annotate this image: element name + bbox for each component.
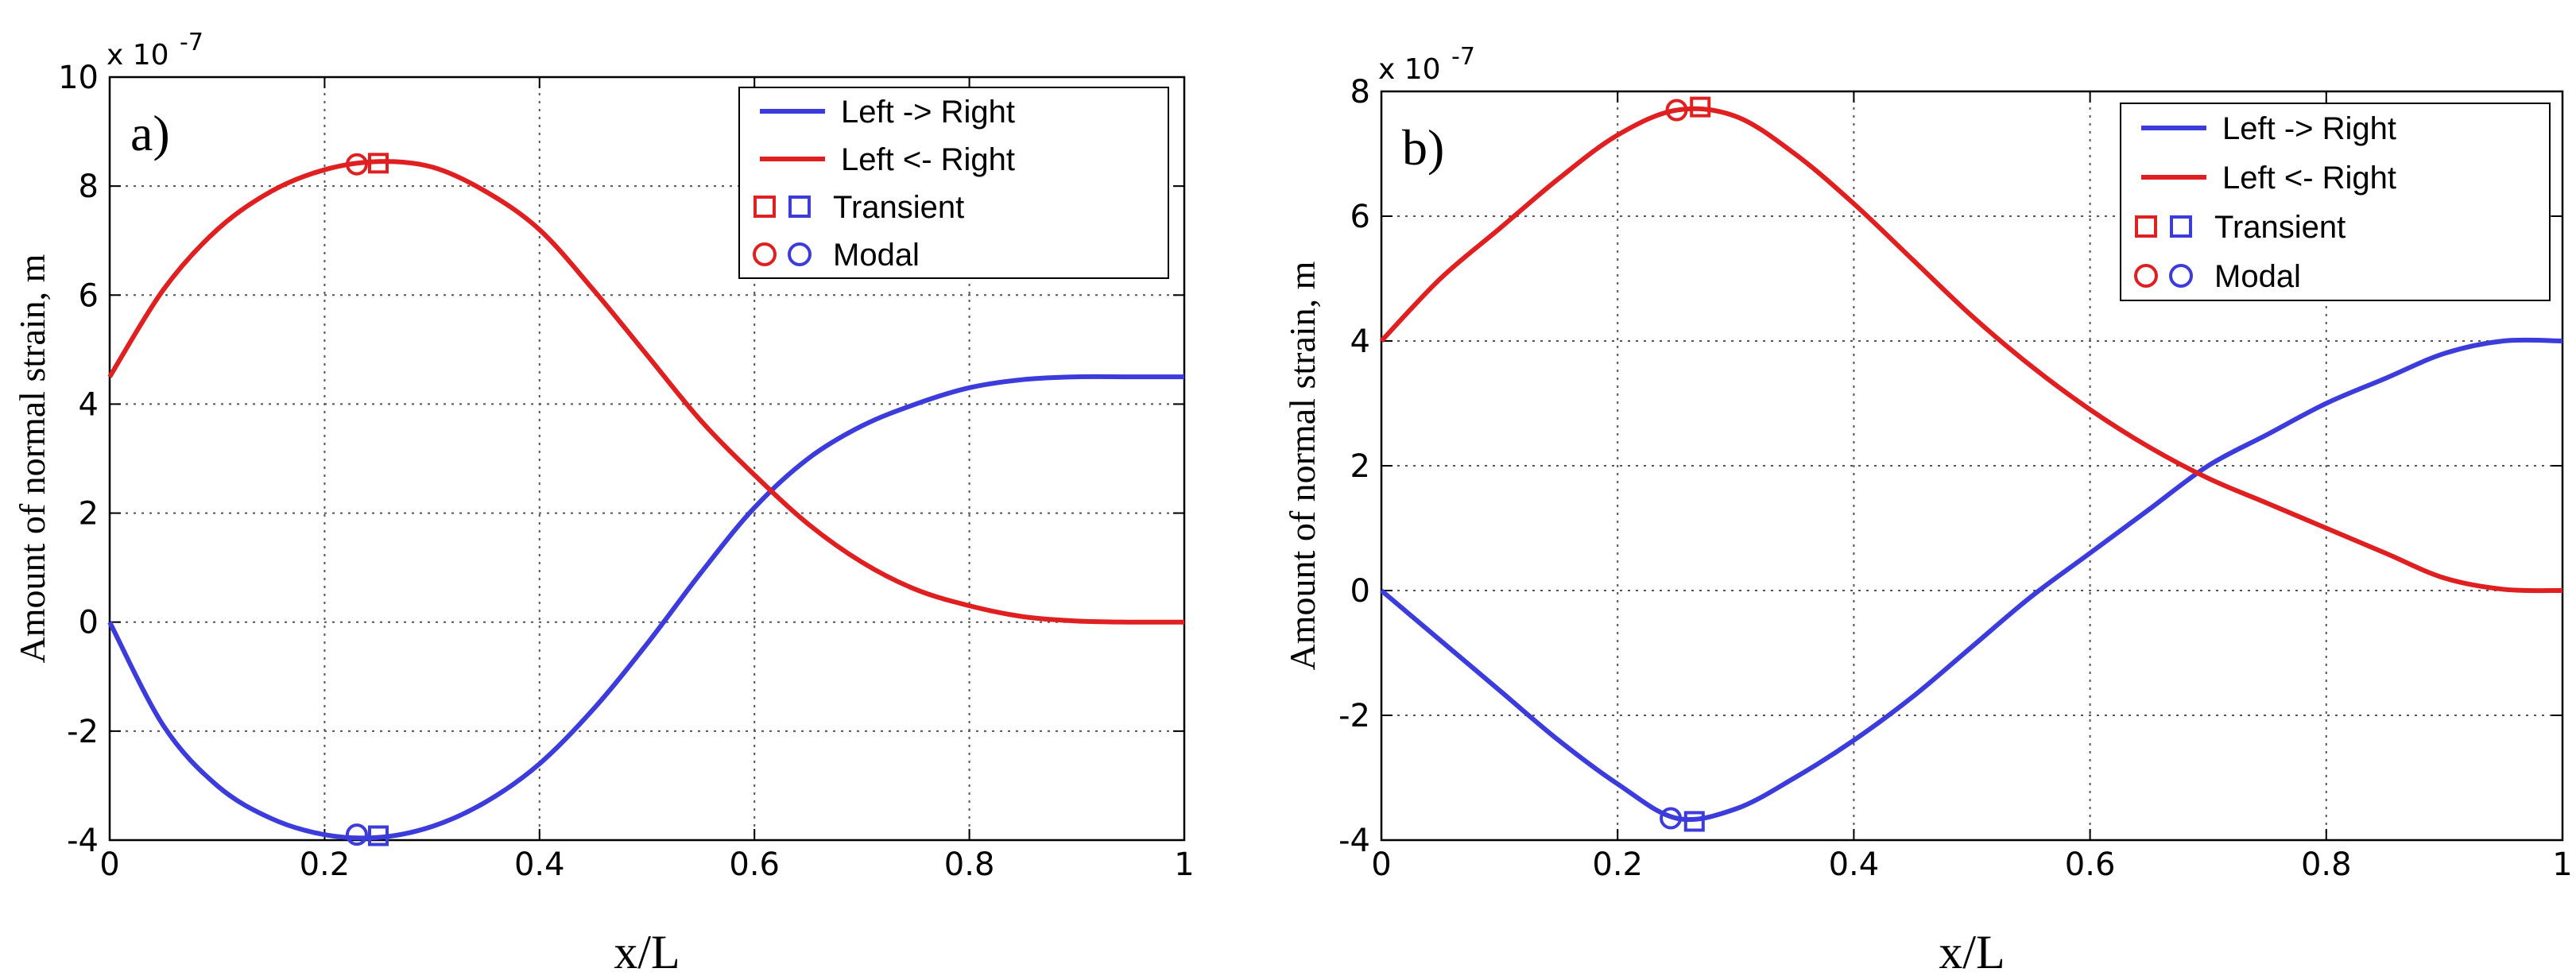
legend-circle-swatch bbox=[2134, 264, 2158, 288]
modal-marker bbox=[345, 153, 368, 176]
y-scale-multiplier: x 10 bbox=[1378, 53, 1441, 86]
y-tick-label: 6 bbox=[1350, 199, 1370, 235]
panel-label: b) bbox=[1402, 119, 1444, 176]
x-tick-label: 0.4 bbox=[514, 846, 565, 883]
y-scale-exponent: -7 bbox=[180, 29, 203, 56]
legend-box bbox=[738, 87, 1169, 279]
x-tick-label: 1 bbox=[1174, 846, 1194, 883]
legend-square-swatch bbox=[753, 196, 776, 218]
legend-label: Modal bbox=[2214, 259, 2301, 294]
y-tick-label: -4 bbox=[67, 823, 99, 859]
y-tick-label: -2 bbox=[1338, 698, 1370, 734]
x-tick-label: 0.2 bbox=[1592, 846, 1643, 883]
panel-b: 0 0.2 0.4 0.6 0.8 1 -4 -2 0 2 4 6 8x 10 -7 x/L Amount o… bbox=[1282, 43, 2573, 978]
x-tick-label: 0.2 bbox=[300, 846, 351, 883]
y-tick-label: 4 bbox=[1350, 323, 1370, 360]
panel-a: 0 0.2 0.4 0.6 0.8 1 -4 -2 0 2 4 6 8 10x 10 -7 x/L Amount… bbox=[12, 29, 1195, 978]
axes-box bbox=[108, 76, 1186, 842]
legend-circle-swatch bbox=[753, 242, 777, 266]
y-tick-label: 4 bbox=[79, 386, 99, 423]
series-right-to-left-line bbox=[107, 159, 1185, 625]
x-tick-label: 0.8 bbox=[2301, 846, 2352, 883]
panel-label: a) bbox=[130, 105, 170, 161]
legend-square-swatch bbox=[2135, 215, 2157, 238]
modal-marker bbox=[345, 823, 368, 846]
x-tick-label: 0.6 bbox=[2065, 846, 2116, 883]
x-axis-label: x/L bbox=[1939, 926, 2005, 978]
y-scale-exponent: -7 bbox=[1451, 43, 1475, 71]
y-tick-label: 0 bbox=[1350, 573, 1370, 610]
y-tick-label: -2 bbox=[67, 714, 99, 750]
x-tick-label: 1 bbox=[2552, 846, 2572, 883]
transient-marker bbox=[368, 825, 389, 846]
y-tick-label: 2 bbox=[1350, 448, 1370, 485]
legend-box bbox=[2120, 103, 2551, 301]
y-scale-multiplier: x 10 bbox=[107, 39, 169, 72]
modal-marker bbox=[1660, 807, 1683, 830]
legend-label: Left -> Right bbox=[2222, 111, 2396, 146]
y-tick-label: -4 bbox=[1338, 823, 1370, 859]
legend-label: Transient bbox=[833, 190, 964, 225]
legend-label: Left <- Right bbox=[2222, 161, 2396, 196]
legend-square-swatch bbox=[2170, 215, 2192, 238]
series-left-to-right-line bbox=[107, 374, 1185, 841]
series-right-to-left-line bbox=[1379, 106, 2563, 594]
y-axis-label: Amount of normal strain, m bbox=[1282, 261, 1323, 670]
y-tick-label: 8 bbox=[1350, 74, 1370, 110]
x-axis-label: x/L bbox=[614, 926, 680, 978]
y-tick-label: 8 bbox=[79, 168, 99, 205]
y-tick-label: 6 bbox=[79, 277, 99, 314]
y-tick-label: 2 bbox=[79, 496, 99, 533]
legend-label: Left <- Right bbox=[841, 142, 1015, 177]
series-left-to-right-line bbox=[1380, 337, 2563, 823]
x-tick-label: 0.4 bbox=[1829, 846, 1880, 883]
x-tick-label: 0.8 bbox=[944, 846, 995, 883]
x-tick-label: 0.6 bbox=[729, 846, 780, 883]
y-tick-label: 0 bbox=[79, 605, 99, 641]
y-axis-label: Amount of normal strain, m bbox=[12, 254, 52, 663]
transient-marker bbox=[1683, 811, 1705, 832]
legend-label: Modal bbox=[833, 238, 920, 273]
legend-square-swatch bbox=[788, 196, 811, 218]
legend-label: Left -> Right bbox=[841, 95, 1015, 130]
legend-label: Transient bbox=[2214, 210, 2346, 245]
transient-marker bbox=[1690, 96, 1711, 118]
legend-circle-swatch bbox=[2169, 264, 2193, 288]
legend-circle-swatch bbox=[788, 242, 812, 266]
x-tick-label: 0 bbox=[1371, 846, 1391, 883]
modal-marker bbox=[1665, 99, 1688, 122]
y-tick-label: 10 bbox=[58, 60, 99, 96]
x-tick-label: 0 bbox=[99, 846, 119, 883]
transient-marker bbox=[368, 153, 389, 174]
